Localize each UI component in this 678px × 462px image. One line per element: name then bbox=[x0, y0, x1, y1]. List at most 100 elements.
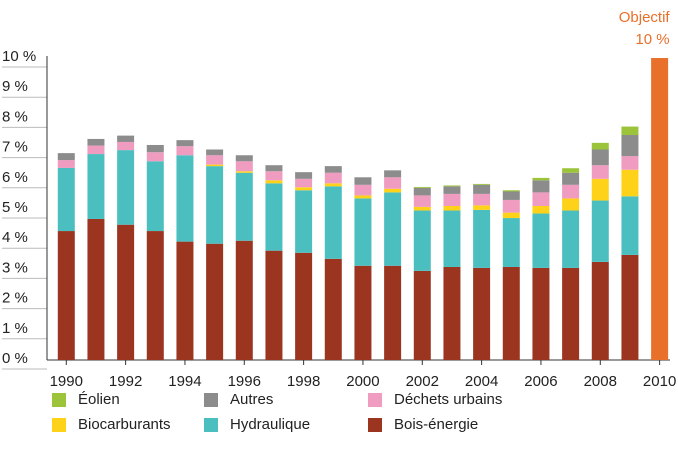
bar-segment bbox=[324, 183, 342, 187]
bar-segment bbox=[206, 155, 224, 165]
bar-segment bbox=[562, 267, 580, 360]
bar-segment bbox=[413, 270, 431, 360]
bar-segment bbox=[295, 178, 313, 188]
bar-segment bbox=[473, 184, 491, 194]
y-tick-label: 8 % bbox=[2, 108, 28, 125]
bar-segment bbox=[295, 190, 313, 253]
legend-label: Autres bbox=[230, 391, 273, 408]
bar-segment bbox=[621, 135, 639, 157]
y-tick-label: 6 % bbox=[2, 169, 28, 186]
bar-segment bbox=[57, 160, 75, 168]
bar-segment bbox=[87, 138, 105, 146]
bar-segment bbox=[117, 141, 135, 151]
bar-segment bbox=[502, 218, 520, 267]
x-tick-label: 1990 bbox=[50, 373, 83, 390]
x-tick-label: 2006 bbox=[524, 373, 557, 390]
bar-segment bbox=[621, 196, 639, 255]
bar-segment bbox=[117, 224, 135, 360]
bar-segment bbox=[354, 184, 372, 196]
x-tick-label: 1994 bbox=[168, 373, 201, 390]
x-tick-label: 2002 bbox=[406, 373, 439, 390]
bar-segment bbox=[206, 166, 224, 244]
bar-segment bbox=[413, 186, 431, 188]
bar-segment bbox=[591, 149, 609, 166]
bar-segment bbox=[265, 250, 283, 360]
bar-segment bbox=[384, 170, 402, 178]
y-tick-label: 2 % bbox=[2, 290, 28, 307]
bar-segment bbox=[235, 171, 253, 173]
bar-segment bbox=[532, 180, 550, 193]
bar-segment bbox=[324, 258, 342, 360]
bar-segment bbox=[235, 172, 253, 241]
bar-segment bbox=[295, 252, 313, 360]
bar-segment bbox=[413, 187, 431, 196]
bar-segment bbox=[443, 193, 461, 206]
bar-segment bbox=[146, 144, 164, 153]
legend-label: Bois-énergie bbox=[394, 416, 478, 433]
bar-segment bbox=[176, 155, 194, 242]
bar-segment bbox=[354, 198, 372, 266]
bar-segment bbox=[384, 192, 402, 266]
bar-segment bbox=[562, 210, 580, 268]
bar-segment bbox=[591, 178, 609, 201]
bar-segment bbox=[532, 267, 550, 360]
x-tick-label: 1992 bbox=[109, 373, 142, 390]
bar-segment bbox=[473, 209, 491, 268]
legend-label: Hydraulique bbox=[230, 416, 310, 433]
bar-segment bbox=[324, 186, 342, 259]
bar-segment bbox=[87, 145, 105, 155]
bar-segment bbox=[621, 156, 639, 170]
bar-segment bbox=[502, 191, 520, 200]
legend-swatch bbox=[52, 418, 66, 432]
bar-segment bbox=[176, 146, 194, 156]
bar-segment bbox=[87, 218, 105, 360]
bar-segment bbox=[57, 167, 75, 232]
target-value-label: 10 % bbox=[635, 31, 669, 48]
bar-segment bbox=[443, 186, 461, 194]
legend-swatch bbox=[204, 418, 218, 432]
bar-segment bbox=[206, 243, 224, 360]
x-tick-label: 2010 bbox=[643, 373, 676, 390]
bar-segment bbox=[87, 154, 105, 219]
bar-segment bbox=[473, 205, 491, 210]
y-tick-label: 9 % bbox=[2, 78, 28, 95]
bar-segment bbox=[57, 153, 75, 161]
bar-segment bbox=[295, 172, 313, 179]
bar-segment bbox=[57, 231, 75, 360]
target-label: Objectif bbox=[619, 9, 671, 26]
x-tick-label: 2004 bbox=[465, 373, 498, 390]
bar-segment bbox=[562, 168, 580, 173]
bar-segment bbox=[146, 231, 164, 360]
bar-segment bbox=[176, 140, 194, 147]
bar-segment bbox=[265, 171, 283, 181]
bar-segment bbox=[591, 142, 609, 150]
bar-segment bbox=[502, 212, 520, 219]
bar-segment bbox=[176, 241, 194, 360]
bar-segment bbox=[621, 254, 639, 360]
bar-segment bbox=[532, 192, 550, 206]
bar-segment bbox=[532, 177, 550, 181]
x-tick-label: 2000 bbox=[346, 373, 379, 390]
bar-segment bbox=[384, 188, 402, 193]
legend-swatch bbox=[368, 393, 382, 407]
bar-segment bbox=[621, 169, 639, 197]
legend-label: Déchets urbains bbox=[394, 391, 502, 408]
y-tick-label: 4 % bbox=[2, 229, 28, 246]
bar-segment bbox=[443, 210, 461, 267]
bar-segment bbox=[235, 155, 253, 162]
x-tick-label: 1996 bbox=[228, 373, 261, 390]
bar-segment bbox=[591, 200, 609, 262]
bar-segment bbox=[117, 135, 135, 142]
bar-segment bbox=[473, 193, 491, 206]
bar-segment bbox=[443, 266, 461, 360]
x-tick-label: 1998 bbox=[287, 373, 320, 390]
bar-segment bbox=[324, 172, 342, 184]
bar-segment bbox=[562, 198, 580, 211]
bar-segment bbox=[502, 266, 520, 360]
bar-segment bbox=[265, 165, 283, 172]
y-tick-label: 10 % bbox=[2, 48, 36, 65]
y-tick-label: 5 % bbox=[2, 199, 28, 216]
bar-segment bbox=[443, 205, 461, 211]
bar-segment bbox=[562, 184, 580, 199]
